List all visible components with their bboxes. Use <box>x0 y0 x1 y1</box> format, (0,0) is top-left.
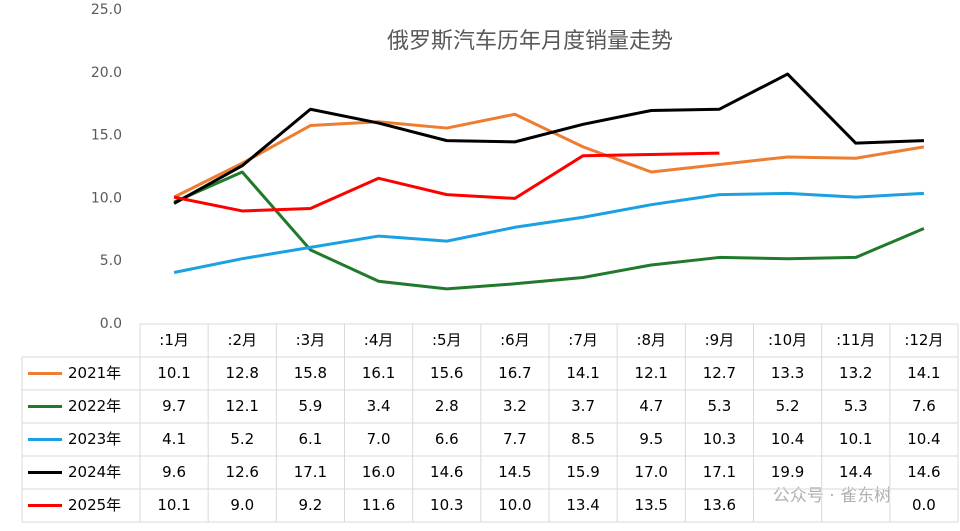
table-value: 3.7 <box>571 397 595 415</box>
table-value: 12.8 <box>226 364 259 382</box>
table-value: 8.5 <box>571 430 595 448</box>
table-value: 10.0 <box>498 496 531 514</box>
series-line <box>173 112 925 199</box>
legend-label: 2023年 <box>68 430 121 448</box>
table-value: 15.9 <box>566 463 599 481</box>
x-tick-label: :10月 <box>768 331 807 349</box>
legend-label: 2025年 <box>68 496 121 514</box>
series-line <box>173 170 925 291</box>
table-value: 17.1 <box>703 463 736 481</box>
table-value: 10.1 <box>157 364 190 382</box>
table-value: 5.2 <box>776 397 800 415</box>
table-value: 6.1 <box>298 430 322 448</box>
y-tick-label: 25.0 <box>91 2 122 18</box>
table-value: 13.4 <box>566 496 599 514</box>
table-value: 9.0 <box>230 496 254 514</box>
legend-label: 2024年 <box>68 463 121 481</box>
table-value: 17.1 <box>294 463 327 481</box>
table-value: 5.9 <box>298 397 322 415</box>
y-tick-label: 5.0 <box>100 253 122 269</box>
table-value: 12.7 <box>703 364 736 382</box>
table-value: 10.1 <box>157 496 190 514</box>
table-value: 10.4 <box>907 430 940 448</box>
x-tick-label: :5月 <box>432 331 462 349</box>
table-value: 10.3 <box>430 496 463 514</box>
table-value: 19.9 <box>771 463 804 481</box>
table-value: 2.8 <box>435 397 459 415</box>
table-value: 4.1 <box>162 430 186 448</box>
table-value: 16.7 <box>498 364 531 382</box>
x-tick-label: :1月 <box>159 331 189 349</box>
x-tick-label: :9月 <box>705 331 735 349</box>
legend-label: 2021年 <box>68 364 121 382</box>
table-value: 6.6 <box>435 430 459 448</box>
y-tick-label: 10.0 <box>91 190 122 206</box>
legend-label: 2022年 <box>68 397 121 415</box>
x-tick-label: :11月 <box>836 331 875 349</box>
table-value: 13.3 <box>771 364 804 382</box>
table-value: 12.6 <box>226 463 259 481</box>
table-value: 3.4 <box>367 397 391 415</box>
table-value: 14.6 <box>907 463 940 481</box>
table-value: 4.7 <box>639 397 663 415</box>
table-value: 12.1 <box>226 397 259 415</box>
table-value: 13.2 <box>839 364 872 382</box>
chart-title: 俄罗斯汽车历年月度销量走势 <box>387 29 673 54</box>
y-tick-label: 0.0 <box>100 316 122 332</box>
y-tick-label: 20.0 <box>91 65 122 81</box>
x-tick-label: :4月 <box>364 331 394 349</box>
table-value: 7.7 <box>503 430 527 448</box>
table-value: 15.8 <box>294 364 327 382</box>
table-value: 5.2 <box>230 430 254 448</box>
table-value: 17.0 <box>635 463 668 481</box>
table-value: 16.0 <box>362 463 395 481</box>
x-tick-label: :7月 <box>568 331 598 349</box>
table-value: 13.6 <box>703 496 736 514</box>
table-value: 5.3 <box>707 397 731 415</box>
table-value: 10.3 <box>703 430 736 448</box>
table-value: 10.1 <box>839 430 872 448</box>
x-tick-label: :3月 <box>296 331 326 349</box>
table-value: 15.6 <box>430 364 463 382</box>
table-value: 7.0 <box>367 430 391 448</box>
table-value: 13.5 <box>635 496 668 514</box>
watermark: 公众号 · 雀东树 <box>773 486 891 506</box>
series-line <box>173 191 924 274</box>
table-value: 9.2 <box>298 496 322 514</box>
table-value: 7.6 <box>912 397 936 415</box>
table-value: 3.2 <box>503 397 527 415</box>
y-tick-label: 15.0 <box>91 128 122 144</box>
table-value: 11.6 <box>362 496 395 514</box>
table-value: 0.0 <box>912 496 936 514</box>
table-value: 14.5 <box>498 463 531 481</box>
table-value: 9.5 <box>639 430 663 448</box>
table-value: 16.1 <box>362 364 395 382</box>
table-value: 14.6 <box>430 463 463 481</box>
x-tick-label: :2月 <box>227 331 257 349</box>
table-value: 14.1 <box>907 364 940 382</box>
table-value: 12.1 <box>635 364 668 382</box>
x-tick-label: :12月 <box>904 331 943 349</box>
x-tick-label: :8月 <box>636 331 666 349</box>
table-value: 14.4 <box>839 463 872 481</box>
table-value: 9.7 <box>162 397 186 415</box>
table-value: 5.3 <box>844 397 868 415</box>
series-line <box>173 72 924 205</box>
table-value: 10.4 <box>771 430 804 448</box>
table-value: 9.6 <box>162 463 186 481</box>
x-tick-label: :6月 <box>500 331 530 349</box>
table-value: 14.1 <box>566 364 599 382</box>
